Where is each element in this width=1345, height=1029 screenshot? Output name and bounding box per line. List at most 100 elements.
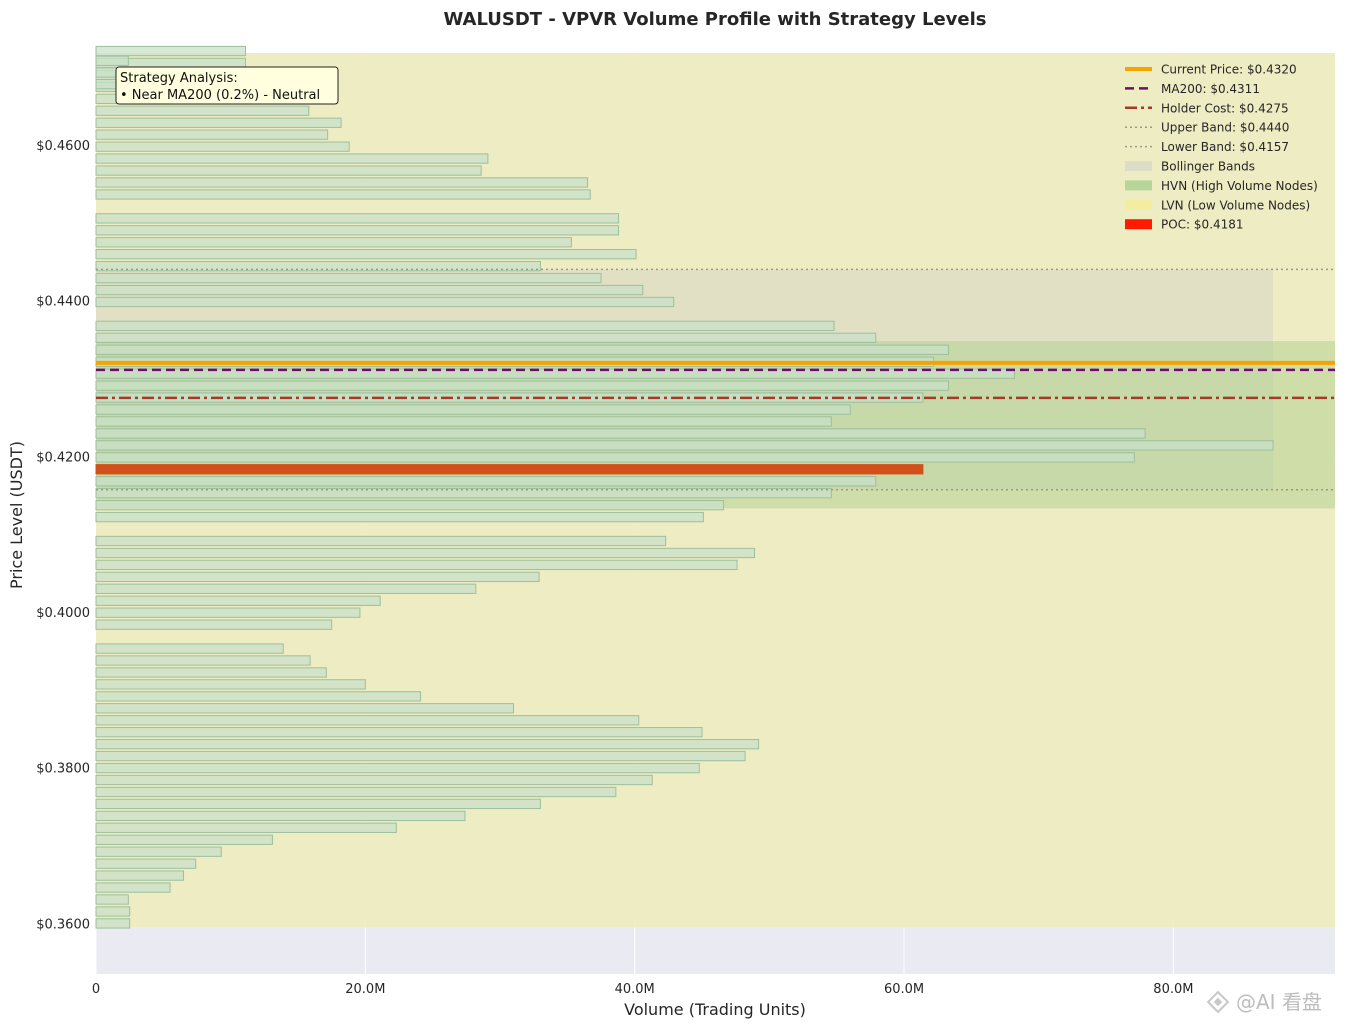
x-tick-label: 40.0M xyxy=(615,982,655,997)
volume-bar xyxy=(95,368,1015,379)
volume-bar xyxy=(95,727,703,738)
volume-bar xyxy=(95,380,949,391)
volume-bar xyxy=(95,117,342,128)
legend-swatch-patch xyxy=(1125,180,1152,191)
y-axis-label: Price Level (USDT) xyxy=(7,441,26,589)
annotation-line-2: • Near MA200 (0.2%) - Neutral xyxy=(120,88,320,103)
volume-bar-top xyxy=(95,55,129,66)
volume-bar xyxy=(95,715,640,726)
legend-label: Holder Cost: $0.4275 xyxy=(1161,101,1289,115)
watermark-text: @AI 看盘 xyxy=(1236,990,1322,1014)
y-tick-label: $0.4400 xyxy=(36,295,90,310)
volume-bar xyxy=(95,332,877,344)
volume-bar xyxy=(95,810,466,822)
volume-bar xyxy=(95,834,273,845)
volume-bar xyxy=(95,547,756,559)
volume-bar xyxy=(95,272,602,284)
volume-bar xyxy=(95,452,1135,463)
volume-bar xyxy=(95,284,644,296)
volume-bar xyxy=(95,141,350,152)
x-axis-label: Volume (Trading Units) xyxy=(624,1000,806,1019)
volume-bar xyxy=(95,655,311,666)
volume-bar xyxy=(95,619,333,630)
legend-label: MA200: $0.4311 xyxy=(1161,82,1260,96)
legend-label: Current Price: $0.4320 xyxy=(1161,63,1297,77)
volume-bar xyxy=(95,918,131,929)
legend-swatch-patch xyxy=(1125,161,1152,171)
y-tick-label: $0.3800 xyxy=(36,762,90,777)
legend-label: POC: $0.4181 xyxy=(1161,218,1244,232)
legend-label: Upper Band: $0.4440 xyxy=(1161,121,1289,135)
legend-label: HVN (High Volume Nodes) xyxy=(1161,179,1318,193)
watermark: @AI 看盘 xyxy=(1206,990,1322,1014)
volume-bar xyxy=(95,237,572,248)
volume-bar xyxy=(95,153,489,164)
volume-bar xyxy=(95,571,540,583)
y-tick-label: $0.3600 xyxy=(36,917,90,932)
legend: Current Price: $0.4320 MA200: $0.4311 Hold… xyxy=(1125,63,1318,232)
volume-bar xyxy=(95,535,667,547)
x-tick-label: 60.0M xyxy=(884,982,924,997)
legend-label: Lower Band: $0.4157 xyxy=(1161,140,1289,154)
volume-bar xyxy=(95,607,361,618)
watermark-logo-icon xyxy=(1206,990,1230,1014)
volume-bar xyxy=(95,320,835,332)
volume-bar xyxy=(95,846,222,857)
volume-bar xyxy=(95,177,589,188)
strategy-annotation: Strategy Analysis: • Near MA200 (0.2%) -… xyxy=(115,66,339,105)
volume-bar xyxy=(95,595,381,606)
volume-bar xyxy=(95,428,1146,439)
chart-title: WALUSDT - VPVR Volume Profile with Strat… xyxy=(443,9,986,30)
volume-bar xyxy=(95,762,700,774)
volume-bar xyxy=(95,822,397,833)
volume-bar xyxy=(95,882,171,893)
volume-bar xyxy=(95,476,877,487)
volume-bar xyxy=(95,165,482,176)
volume-bar xyxy=(95,643,284,654)
volume-bar xyxy=(95,404,851,415)
volume-bar xyxy=(95,798,541,810)
volume-bar xyxy=(95,213,620,224)
volume-bar xyxy=(95,894,129,905)
volume-bar xyxy=(95,750,746,762)
legend-swatch-patch xyxy=(1125,219,1152,230)
volume-bar xyxy=(95,870,185,881)
volume-bar xyxy=(95,500,725,511)
poc-bar xyxy=(95,464,924,475)
volume-bar xyxy=(95,667,327,678)
y-tick-label: $0.4000 xyxy=(36,606,90,621)
volume-bar xyxy=(95,416,832,427)
volume-bar xyxy=(95,786,617,798)
volume-bar xyxy=(95,344,949,355)
volume-bar xyxy=(95,691,422,702)
volume-bar xyxy=(95,488,832,499)
volume-bar xyxy=(95,511,704,523)
volume-bar xyxy=(95,225,620,236)
x-axis-ticks: 0 20.0M 40.0M 60.0M 80.0M xyxy=(92,982,1194,997)
annotation-line-1: Strategy Analysis: xyxy=(120,71,238,86)
x-tick-label: 80.0M xyxy=(1153,982,1193,997)
volume-bar xyxy=(95,45,246,57)
volume-bar xyxy=(95,296,675,308)
volume-bar xyxy=(95,559,738,571)
annotation-box xyxy=(115,66,339,105)
volume-bar xyxy=(95,249,637,260)
volume-bar xyxy=(95,906,131,917)
volume-bar xyxy=(95,440,1274,451)
y-axis-ticks: $0.3600 $0.3800 $0.4000 $0.4200 $0.4400 $0.46… xyxy=(36,139,90,933)
legend-label: Bollinger Bands xyxy=(1161,160,1255,174)
volume-bar xyxy=(95,583,477,594)
volume-bar xyxy=(95,129,329,140)
y-tick-label: $0.4200 xyxy=(36,450,90,465)
x-tick-label: 20.0M xyxy=(345,982,385,997)
legend-swatch-patch xyxy=(1125,199,1152,210)
volume-bar xyxy=(95,189,591,200)
y-tick-label: $0.4600 xyxy=(36,139,90,154)
volume-bar xyxy=(95,105,310,116)
volume-bar xyxy=(95,679,366,690)
volume-bar xyxy=(95,703,514,714)
volume-bar xyxy=(95,774,653,786)
volume-bar xyxy=(95,739,760,750)
legend-label: LVN (Low Volume Nodes) xyxy=(1161,198,1310,212)
